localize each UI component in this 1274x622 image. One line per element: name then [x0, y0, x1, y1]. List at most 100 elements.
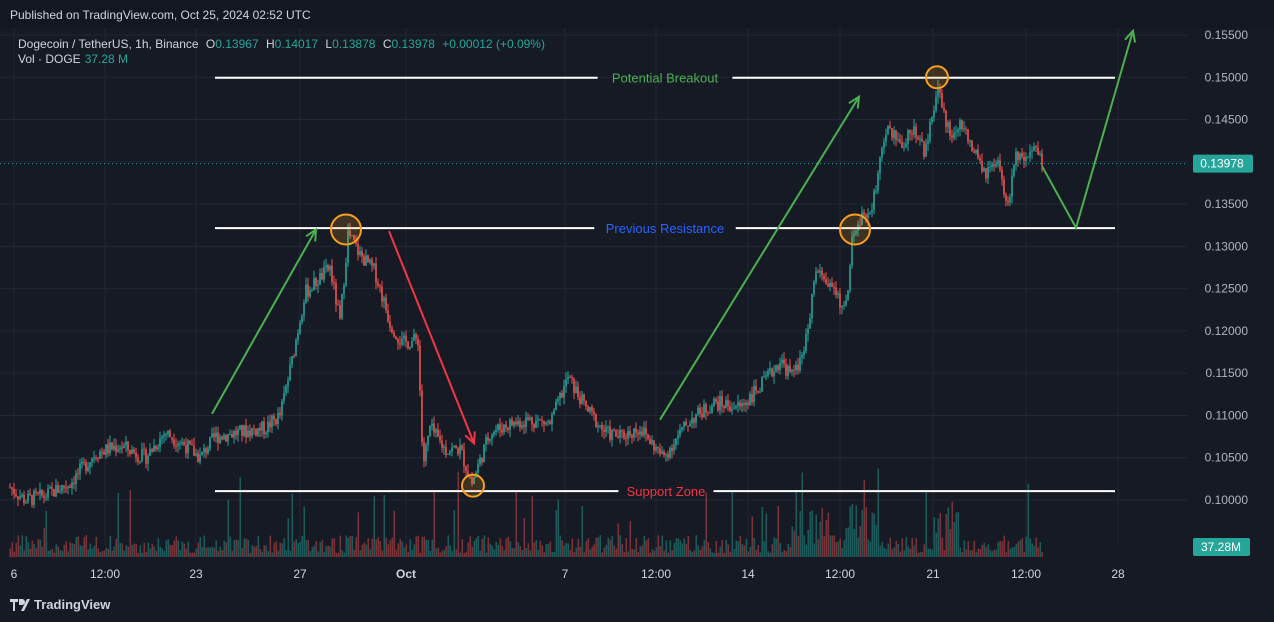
volume-bar — [183, 543, 186, 557]
candle-body — [921, 138, 923, 142]
candle-body — [163, 434, 165, 437]
candle-body — [73, 482, 75, 485]
volume-bar — [609, 539, 612, 557]
candle-body — [17, 496, 19, 500]
volume-bar — [41, 546, 44, 557]
candle-body — [515, 421, 517, 425]
volume-bar — [659, 546, 662, 557]
candle-body — [605, 427, 607, 432]
candle-body — [89, 462, 91, 468]
candle-body — [1039, 153, 1041, 155]
candle-body — [223, 435, 225, 440]
candle-body — [203, 448, 205, 452]
volume-bar — [495, 541, 498, 557]
candle-body — [289, 364, 291, 381]
candle-body — [123, 445, 125, 448]
candle-body — [125, 441, 127, 446]
volume-bar — [585, 540, 588, 557]
pivot-circle-marker[interactable] — [925, 65, 949, 90]
candle-body — [431, 423, 433, 427]
volume-bar — [877, 468, 880, 557]
volume-bar — [447, 535, 450, 557]
candle-body — [829, 282, 831, 287]
candle-body — [987, 167, 989, 179]
volume-bar — [739, 535, 742, 557]
volume-bar — [863, 480, 866, 557]
candle-body — [387, 310, 389, 322]
candle-body — [447, 453, 449, 455]
published-text: Published on TradingView.com, Oct 25, 20… — [10, 8, 311, 22]
volume-bar — [293, 541, 296, 557]
candle-body — [627, 430, 629, 439]
volume-bar — [831, 535, 834, 557]
candle-body — [237, 429, 239, 436]
volume-bar — [205, 547, 208, 557]
volume-bar — [465, 551, 468, 557]
candle-body — [339, 304, 341, 319]
candle-body — [585, 400, 587, 407]
candle-body — [1041, 153, 1043, 166]
candle-body — [323, 266, 325, 280]
candle-body — [33, 491, 35, 505]
trend-arrow[interactable] — [1041, 30, 1134, 231]
pivot-circle-marker[interactable] — [461, 473, 485, 498]
volume-bar — [161, 548, 164, 557]
volume-bar — [813, 543, 816, 557]
candle-body — [171, 437, 173, 440]
candle-body — [877, 173, 879, 191]
candle-body — [669, 447, 671, 458]
volume-bar — [753, 537, 756, 557]
candle-body — [653, 440, 655, 451]
candle-body — [389, 321, 391, 328]
volume-bar — [159, 546, 162, 557]
volume-bar — [97, 548, 100, 557]
candle-body — [743, 403, 745, 406]
volume-bar — [55, 544, 58, 557]
candle-body — [443, 446, 445, 448]
candle-body — [759, 391, 761, 393]
candle-body — [555, 401, 557, 411]
candle-body — [517, 420, 519, 425]
volume-bar — [371, 538, 374, 557]
volume-bar — [923, 544, 926, 557]
volume-bar — [109, 535, 112, 557]
volume-bar — [697, 545, 700, 557]
tradingview-logo[interactable]: TradingView — [10, 597, 110, 612]
candle-body — [735, 405, 737, 408]
candle-body — [283, 392, 285, 402]
candle-body — [53, 489, 55, 497]
volume-bar — [121, 543, 124, 557]
candle-body — [381, 286, 383, 302]
volume-bar — [165, 540, 168, 557]
volume-bar — [15, 542, 18, 557]
volume-bar — [691, 552, 694, 557]
volume-bar — [203, 535, 206, 557]
candle-body — [825, 279, 827, 284]
candle-body — [235, 431, 237, 436]
candle-body — [451, 447, 453, 452]
candle-body — [173, 439, 175, 446]
volume-bar — [305, 540, 308, 557]
volume-label[interactable]: Vol · DOGE — [18, 52, 81, 66]
volume-bar — [727, 544, 730, 557]
candle-body — [259, 427, 261, 431]
symbol-name[interactable]: Dogecoin / TetherUS, 1h, Binance — [18, 37, 199, 51]
candle-body — [419, 345, 421, 391]
candle-body — [209, 436, 211, 449]
volume-bar — [163, 551, 166, 557]
candle-body — [301, 315, 303, 323]
candle-body — [395, 336, 397, 339]
price-chart[interactable]: 0.155000.150000.145000.140000.135000.130… — [0, 28, 1274, 590]
candle-body — [287, 380, 289, 387]
volume-bar — [439, 552, 442, 557]
trend-arrow[interactable] — [659, 96, 860, 421]
trend-arrow[interactable] — [388, 230, 475, 444]
pivot-circle-marker[interactable] — [330, 213, 362, 246]
candle-body — [979, 158, 981, 161]
volume-bar — [257, 535, 260, 557]
candle-body — [677, 435, 679, 439]
candle-body — [869, 212, 871, 214]
pivot-circle-marker[interactable] — [839, 213, 871, 246]
trend-arrow[interactable] — [211, 228, 317, 415]
volume-bar — [643, 535, 646, 557]
